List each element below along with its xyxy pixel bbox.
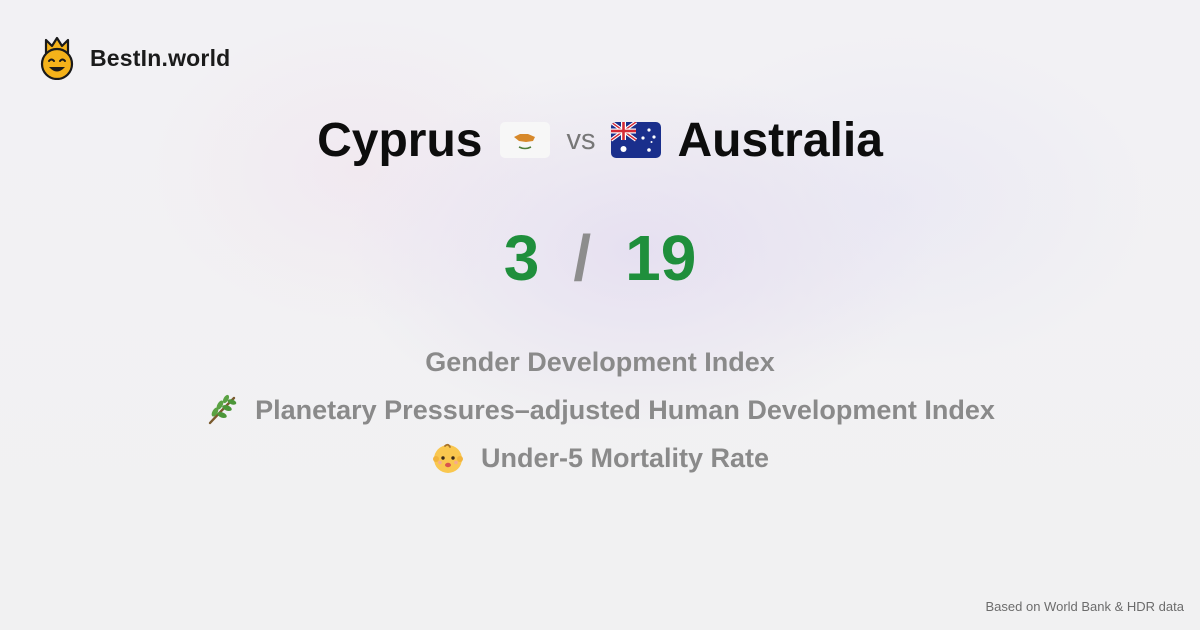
comparison-title: Cyprus vs Australia <box>0 108 1200 172</box>
herb-icon <box>208 394 237 425</box>
data-source-note: Based on World Bank & HDR data <box>985 599 1184 614</box>
right-score: 19 <box>625 222 697 294</box>
baby-icon <box>432 443 463 473</box>
metrics-list: Gender Development Index Planetary Press… <box>0 338 1200 482</box>
metric-label: Gender Development Index <box>425 346 775 377</box>
crowned-smiley-icon <box>40 36 74 80</box>
right-country-name: Australia <box>677 113 883 167</box>
brand-name: BestIn.world <box>90 44 231 71</box>
metric-label: Under-5 Mortality Rate <box>480 442 770 473</box>
australia-flag-icon <box>611 122 662 158</box>
brand-logo[interactable]: BestIn.world <box>38 36 230 80</box>
cyprus-flag-icon <box>500 122 551 158</box>
score-separator: / <box>573 222 592 294</box>
left-country-name: Cyprus <box>317 113 483 167</box>
vs-label: vs <box>566 123 596 156</box>
metric-item[interactable]: Planetary Pressures–adjusted Human Devel… <box>0 386 1200 434</box>
metric-item[interactable]: Gender Development Index <box>0 338 1200 386</box>
left-score: 3 <box>503 222 540 294</box>
score-comparison: 3 / 19 <box>0 218 1200 298</box>
metric-label: Planetary Pressures–adjusted Human Devel… <box>255 394 995 425</box>
metric-item[interactable]: Under-5 Mortality Rate <box>0 434 1200 482</box>
